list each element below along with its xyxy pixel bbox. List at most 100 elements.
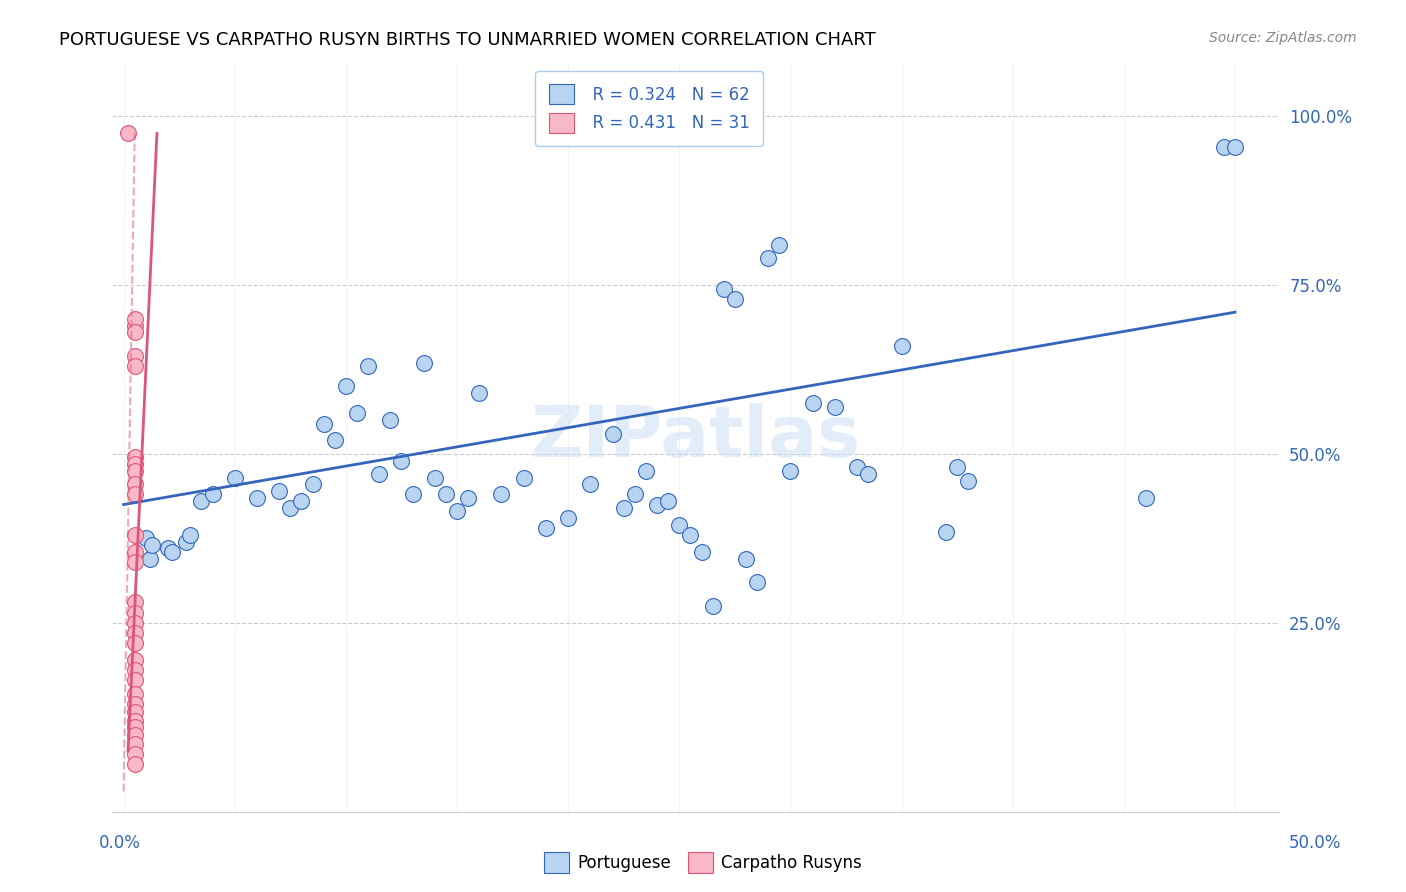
Portuguese — [946, 460, 969, 475]
Carpatho Rusyns — [124, 663, 146, 677]
Portuguese — [412, 356, 434, 370]
Portuguese — [434, 487, 457, 501]
Portuguese — [768, 237, 790, 252]
Portuguese — [579, 477, 602, 491]
Carpatho Rusyns — [124, 528, 146, 542]
Carpatho Rusyns — [124, 737, 146, 751]
Carpatho Rusyns — [124, 606, 146, 620]
Carpatho Rusyns — [124, 359, 146, 374]
Carpatho Rusyns — [124, 457, 146, 471]
Portuguese — [1212, 140, 1234, 154]
Portuguese — [368, 467, 391, 482]
Text: 50.0%: 50.0% — [1288, 834, 1341, 852]
Portuguese — [634, 464, 657, 478]
Carpatho Rusyns — [124, 595, 146, 609]
Portuguese — [1135, 491, 1157, 505]
Portuguese — [423, 470, 446, 484]
Portuguese — [457, 491, 479, 505]
Portuguese — [935, 524, 957, 539]
Legend:   R = 0.324   N = 62,   R = 0.431   N = 31: R = 0.324 N = 62, R = 0.431 N = 31 — [536, 70, 763, 146]
Portuguese — [290, 494, 312, 508]
Carpatho Rusyns — [124, 487, 146, 501]
Portuguese — [391, 453, 413, 467]
Portuguese — [713, 282, 735, 296]
Portuguese — [745, 575, 768, 590]
Portuguese — [534, 521, 557, 535]
Portuguese — [380, 413, 402, 427]
Portuguese — [179, 528, 201, 542]
Portuguese — [246, 491, 269, 505]
Portuguese — [401, 487, 423, 501]
Carpatho Rusyns — [124, 673, 146, 687]
Carpatho Rusyns — [124, 687, 146, 701]
Portuguese — [756, 251, 779, 265]
Portuguese — [702, 599, 724, 613]
Carpatho Rusyns — [124, 728, 146, 742]
Portuguese — [657, 494, 679, 508]
Carpatho Rusyns — [124, 464, 146, 478]
Portuguese — [1223, 140, 1246, 154]
Portuguese — [858, 467, 880, 482]
Portuguese — [724, 292, 747, 306]
Portuguese — [557, 511, 579, 525]
Portuguese — [645, 498, 668, 512]
Carpatho Rusyns — [124, 757, 146, 772]
Portuguese — [162, 545, 184, 559]
Carpatho Rusyns — [124, 653, 146, 667]
Portuguese — [139, 551, 162, 566]
Portuguese — [735, 551, 758, 566]
Portuguese — [346, 407, 368, 421]
Portuguese — [846, 460, 869, 475]
Portuguese — [301, 477, 323, 491]
Carpatho Rusyns — [124, 705, 146, 719]
Carpatho Rusyns — [117, 126, 139, 140]
Text: ZIPatlas: ZIPatlas — [531, 402, 860, 472]
Portuguese — [890, 339, 912, 353]
Portuguese — [335, 379, 357, 393]
Portuguese — [141, 538, 163, 552]
Carpatho Rusyns — [124, 720, 146, 734]
Portuguese — [602, 426, 624, 441]
Portuguese — [323, 434, 346, 448]
Carpatho Rusyns — [124, 450, 146, 465]
Portuguese — [679, 528, 702, 542]
Portuguese — [801, 396, 824, 410]
Text: PORTUGUESE VS CARPATHO RUSYN BIRTHS TO UNMARRIED WOMEN CORRELATION CHART: PORTUGUESE VS CARPATHO RUSYN BIRTHS TO U… — [59, 31, 876, 49]
Portuguese — [357, 359, 380, 374]
Carpatho Rusyns — [124, 615, 146, 630]
Portuguese — [491, 487, 513, 501]
Portuguese — [779, 464, 801, 478]
Portuguese — [512, 470, 534, 484]
Portuguese — [174, 534, 197, 549]
Portuguese — [135, 532, 157, 546]
Portuguese — [312, 417, 335, 431]
Carpatho Rusyns — [124, 326, 146, 340]
Portuguese — [668, 517, 690, 532]
Portuguese — [957, 474, 980, 488]
Portuguese — [624, 487, 647, 501]
Portuguese — [269, 484, 291, 499]
Carpatho Rusyns — [124, 312, 146, 326]
Carpatho Rusyns — [124, 318, 146, 333]
Portuguese — [224, 470, 246, 484]
Portuguese — [201, 487, 224, 501]
Legend: Portuguese, Carpatho Rusyns: Portuguese, Carpatho Rusyns — [537, 846, 869, 880]
Carpatho Rusyns — [124, 349, 146, 363]
Carpatho Rusyns — [124, 545, 146, 559]
Portuguese — [824, 400, 846, 414]
Carpatho Rusyns — [124, 625, 146, 640]
Text: Source: ZipAtlas.com: Source: ZipAtlas.com — [1209, 31, 1357, 45]
Carpatho Rusyns — [124, 747, 146, 762]
Portuguese — [613, 500, 636, 515]
Carpatho Rusyns — [124, 697, 146, 711]
Carpatho Rusyns — [124, 636, 146, 650]
Portuguese — [446, 504, 468, 518]
Carpatho Rusyns — [124, 555, 146, 569]
Carpatho Rusyns — [124, 714, 146, 728]
Portuguese — [190, 494, 212, 508]
Carpatho Rusyns — [124, 477, 146, 491]
Portuguese — [690, 545, 713, 559]
Text: 0.0%: 0.0% — [98, 834, 141, 852]
Portuguese — [278, 500, 301, 515]
Portuguese — [157, 541, 180, 556]
